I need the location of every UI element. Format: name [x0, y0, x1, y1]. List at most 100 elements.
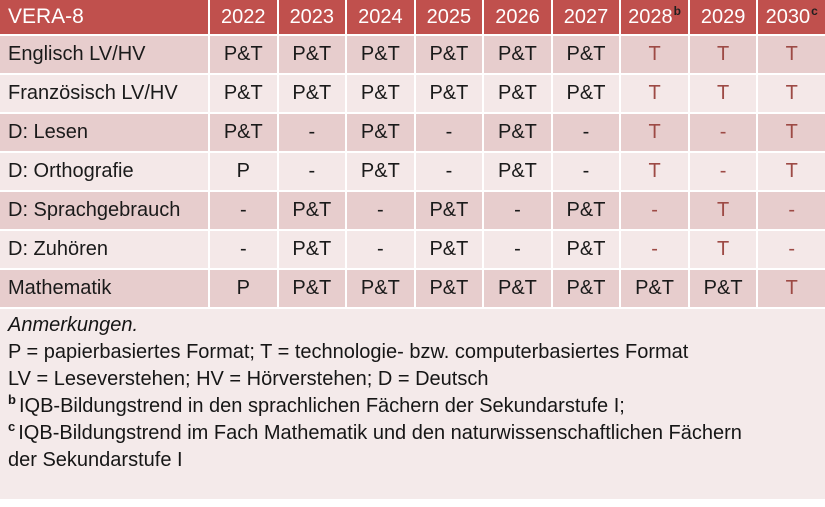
cell-2024: -: [347, 231, 414, 268]
cell-2024: P&T: [347, 114, 414, 151]
cell-2030: T: [758, 36, 825, 73]
row-label: Mathematik: [0, 270, 208, 307]
year-header-2025: 2025: [415, 0, 483, 34]
note-b: b IQB-Bildungstrend in den sprachlichen F…: [8, 393, 766, 420]
table-row: D: Sprachgebrauch - P&T - P&T - P&T - T -: [0, 192, 825, 229]
cell-2025: -: [415, 114, 483, 151]
cell-2025: P&T: [415, 192, 483, 229]
cell-2027: P&T: [552, 36, 620, 73]
cell-2025: P&T: [415, 231, 483, 268]
note-b-text: IQB-Bildungstrend in den sprachlichen Fä…: [18, 395, 625, 417]
cell-2029: T: [689, 36, 757, 73]
cell-2030: T: [758, 75, 825, 112]
row-label: D: Sprachgebrauch: [0, 192, 208, 229]
note-c-superscript: c: [8, 419, 16, 435]
cell-2026: P&T: [484, 36, 551, 73]
cell-2025: -: [415, 153, 483, 190]
cell-2028: -: [621, 231, 688, 268]
cell-2030: T: [758, 270, 825, 307]
note-c-text: IQB-Bildungstrend im Fach Mathematik und…: [8, 422, 742, 471]
cell-2023: P&T: [278, 36, 346, 73]
cell-2030: T: [758, 114, 825, 151]
year-header-2022: 2022: [210, 0, 277, 34]
cell-2023: P&T: [278, 270, 346, 307]
cell-2023: P&T: [278, 231, 346, 268]
cell-2023: P&T: [278, 75, 346, 112]
table-row: Mathematik P P&T P&T P&T P&T P&T P&T P&T T: [0, 270, 825, 307]
cell-2024: P&T: [347, 153, 414, 190]
table-row: Englisch LV/HV P&T P&T P&T P&T P&T P&T T T T: [0, 36, 825, 73]
cell-2030: -: [758, 231, 825, 268]
cell-2027: P&T: [552, 270, 620, 307]
year-header-2028: 2028b: [621, 0, 688, 34]
cell-2024: P&T: [347, 270, 414, 307]
cell-2029: T: [689, 192, 757, 229]
note-c: c IQB-Bildungstrend im Fach Mathematik un…: [8, 420, 766, 474]
table-body: Englisch LV/HV P&T P&T P&T P&T P&T P&T T T T Franz…: [0, 36, 825, 307]
cell-2026: -: [484, 192, 551, 229]
year-header-2024: 2024: [347, 0, 414, 34]
cell-2030: T: [758, 153, 825, 190]
year-header-2027: 2027: [552, 0, 620, 34]
cell-2022: P&T: [210, 75, 277, 112]
cell-2022: P: [210, 153, 277, 190]
cell-2025: P&T: [415, 270, 483, 307]
note-abbreviation-legend: LV = Leseverstehen; HV = Hörverstehen; D…: [8, 368, 489, 390]
year-header-2030: 2030c: [758, 0, 825, 34]
year-header-superscript: b: [673, 3, 681, 18]
table-row: D: Zuhören - P&T - P&T - P&T - T -: [0, 231, 825, 268]
cell-2027: P&T: [552, 192, 620, 229]
cell-2022: P: [210, 270, 277, 307]
cell-2024: P&T: [347, 75, 414, 112]
note-format-legend: P = papierbasiertes Format; T = technolo…: [8, 341, 689, 363]
cell-2025: P&T: [415, 36, 483, 73]
row-label: Englisch LV/HV: [0, 36, 208, 73]
row-label: D: Orthografie: [0, 153, 208, 190]
year-header-2029: 2029: [689, 0, 757, 34]
notes-title: Anmerkungen.: [8, 314, 139, 336]
note-b-superscript: b: [8, 392, 16, 408]
cell-2030: -: [758, 192, 825, 229]
cell-2024: -: [347, 192, 414, 229]
cell-2025: P&T: [415, 75, 483, 112]
cell-2029: T: [689, 75, 757, 112]
cell-2028: T: [621, 75, 688, 112]
cell-2026: P&T: [484, 270, 551, 307]
table-row: D: Orthografie P - P&T - P&T - T - T: [0, 153, 825, 190]
row-label: D: Zuhören: [0, 231, 208, 268]
cell-2026: P&T: [484, 75, 551, 112]
cell-2023: P&T: [278, 192, 346, 229]
cell-2029: -: [689, 153, 757, 190]
cell-2027: -: [552, 114, 620, 151]
year-header-2023: 2023: [278, 0, 346, 34]
table-row: D: Lesen P&T - P&T - P&T - T - T: [0, 114, 825, 151]
cell-2028: T: [621, 153, 688, 190]
cell-2026: -: [484, 231, 551, 268]
header-row: VERA-8 2022 2023 2024 2025 2026 2027 2028b 2029…: [0, 0, 825, 34]
cell-2022: P&T: [210, 114, 277, 151]
cell-2024: P&T: [347, 36, 414, 73]
cell-2029: -: [689, 114, 757, 151]
cell-2026: P&T: [484, 153, 551, 190]
cell-2029: P&T: [689, 270, 757, 307]
cell-2029: T: [689, 231, 757, 268]
notes-section: Anmerkungen. P = papierbasiertes Format;…: [0, 309, 825, 499]
cell-2026: P&T: [484, 114, 551, 151]
cell-2022: P&T: [210, 36, 277, 73]
cell-2023: -: [278, 153, 346, 190]
table-row: Französisch LV/HV P&T P&T P&T P&T P&T P&T T T T: [0, 75, 825, 112]
cell-2027: -: [552, 153, 620, 190]
year-header-superscript: c: [811, 3, 818, 18]
year-header-2026: 2026: [484, 0, 551, 34]
cell-2023: -: [278, 114, 346, 151]
row-label: D: Lesen: [0, 114, 208, 151]
cell-2027: P&T: [552, 231, 620, 268]
cell-2028: -: [621, 192, 688, 229]
cell-2022: -: [210, 192, 277, 229]
cell-2022: -: [210, 231, 277, 268]
cell-2027: P&T: [552, 75, 620, 112]
table-title-cell: VERA-8: [0, 0, 208, 34]
cell-2028: T: [621, 114, 688, 151]
cell-2028: T: [621, 36, 688, 73]
vera8-schedule-table: VERA-8 2022 2023 2024 2025 2026 2027 2028b 2029…: [0, 0, 825, 307]
